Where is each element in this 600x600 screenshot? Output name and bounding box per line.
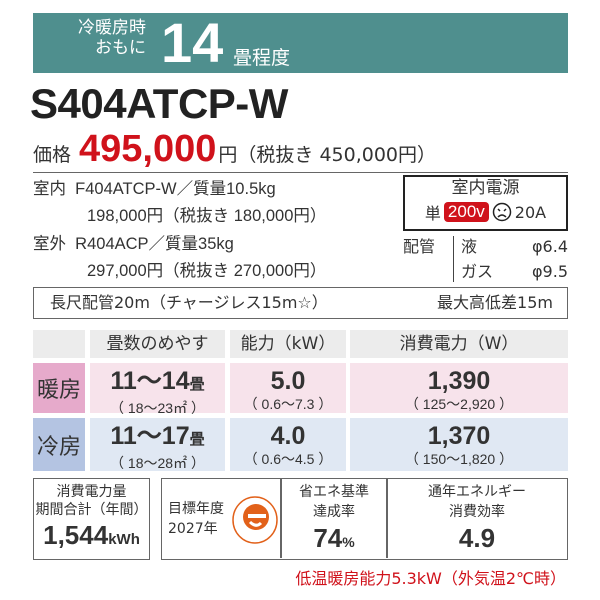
- model-number: S404ATCP-W: [30, 80, 288, 127]
- target-label: 目標年度: [168, 501, 224, 517]
- row-label-heating: 暖房: [33, 363, 85, 413]
- tatami-unit: 畳: [189, 431, 205, 448]
- achieve-value: 74: [313, 523, 343, 553]
- heating-power-value: 1,390: [427, 367, 491, 395]
- heating-capacity-value: 5.0: [270, 367, 306, 395]
- power-title: 室内電源: [451, 178, 520, 198]
- target-year-cell: 目標年度 2027年: [162, 479, 280, 558]
- banner-size: 14: [161, 11, 224, 74]
- apf-label1: 通年エネルギー: [428, 484, 526, 500]
- table-corner: [33, 330, 85, 358]
- annual-unit: kWh: [108, 531, 140, 548]
- heating-area: （ 18～23㎡ ）: [110, 400, 205, 416]
- cooling-capacity-value: 4.0: [270, 422, 306, 450]
- cooling-power-range: （ 150～1,820 ）: [404, 451, 514, 467]
- liquid-label: 液: [461, 237, 478, 256]
- header-power: 消費電力（W）: [350, 330, 568, 358]
- heating-capacity: 5.0 （ 0.6～7.3 ）: [230, 363, 346, 413]
- gas-size: φ9.5: [532, 262, 568, 281]
- heating-capacity-range: （ 0.6～7.3 ）: [243, 396, 333, 412]
- power-current: 20A: [514, 202, 547, 222]
- long-pipe-box: 長尺配管20m（チャージレス15m☆） 最大高低差15m: [33, 287, 568, 319]
- power-phase: 単: [424, 204, 441, 223]
- banner-line2: おもに: [95, 38, 146, 58]
- price-tax-excl: （税抜き 450,000円）: [237, 144, 437, 166]
- long-pipe-text: 長尺配管20m（チャージレス15m☆）: [50, 293, 328, 312]
- e-mark-icon: [232, 496, 278, 544]
- annual-consumption-box: 消費電力量 期間合計（年間） 1,544kWh: [33, 478, 150, 560]
- target-year: 2027年: [168, 521, 218, 537]
- piping-separator: [453, 236, 454, 282]
- liquid-size: φ6.4: [532, 237, 568, 256]
- banner-line1: 冷暖房時: [78, 18, 146, 38]
- cooling-capacity-range: （ 0.6～4.5 ）: [243, 451, 333, 467]
- price-value: 495,000: [79, 128, 217, 170]
- heating-power-range: （ 125～2,920 ）: [404, 396, 514, 412]
- achieve-label2: 達成率: [313, 504, 355, 520]
- heating-tatami: 11～14畳 （ 18～23㎡ ）: [90, 363, 225, 416]
- cooling-power-value: 1,370: [427, 422, 491, 450]
- indoor-power-box: 室内電源 単 200v 20A: [403, 175, 568, 231]
- capacity-banner: 冷暖房時 おもに 14 畳程度: [33, 11, 568, 74]
- apf-label2: 消費効率: [449, 504, 505, 520]
- annual-label1: 消費電力量: [56, 484, 127, 500]
- heating-tatami-value: 11～14: [110, 367, 190, 395]
- row-label-cooling: 冷房: [33, 418, 85, 471]
- power-voltage: 200v: [443, 202, 489, 222]
- achieve-label1: 省エネ基準: [299, 484, 369, 500]
- indoor-spec: 室内 F404ATCP-W／質量10.5kg 198,000円（税抜き 180,…: [33, 176, 326, 230]
- outlet-icon: [492, 202, 512, 222]
- cooling-area: （ 18～28㎡ ）: [110, 455, 205, 471]
- piping-label: 配管: [403, 237, 436, 256]
- divider: [33, 172, 568, 173]
- banner-label: 冷暖房時 おもに: [41, 18, 146, 58]
- energy-box: 目標年度 2027年 省エネ基準 達成率 74% 通年エネルギー 消費効率 4.…: [161, 478, 568, 560]
- low-temp-heating-note: 低温暖房能力5.3kW（外気温2℃時）: [295, 569, 566, 588]
- apf-cell: 通年エネルギー 消費効率 4.9: [387, 479, 567, 558]
- header-tatami: 畳数のめやす: [90, 330, 225, 358]
- banner-unit: 畳程度: [233, 47, 291, 69]
- outdoor-model: R404ACP／質量35kg: [75, 235, 234, 253]
- cooling-capacity: 4.0 （ 0.6～4.5 ）: [230, 418, 346, 471]
- heating-power: 1,390 （ 125～2,920 ）: [350, 363, 568, 413]
- cooling-power: 1,370 （ 150～1,820 ）: [350, 418, 568, 471]
- price-yen: 円: [218, 144, 238, 166]
- gas-label: ガス: [461, 262, 494, 281]
- indoor-model: F404ATCP-W／質量10.5kg: [75, 180, 276, 198]
- divider: [386, 479, 388, 558]
- outdoor-price: 297,000円（税抜き 270,000円）: [87, 262, 327, 280]
- price-label: 価格: [33, 144, 72, 166]
- height-diff-text: 最大高低差15m: [437, 293, 553, 312]
- piping-info: 配管 液 φ6.4 ガス φ9.5: [403, 234, 568, 284]
- achieve-unit: %: [342, 534, 355, 550]
- annual-value: 1,544: [43, 520, 109, 550]
- outdoor-spec: 室外 R404ACP／質量35kg 297,000円（税抜き 270,000円）: [33, 231, 326, 285]
- achievement-cell: 省エネ基準 達成率 74%: [281, 479, 387, 558]
- tatami-unit: 畳: [189, 376, 205, 393]
- indoor-label: 室内: [33, 180, 66, 198]
- divider: [280, 479, 282, 558]
- apf-value: 4.9: [458, 523, 496, 553]
- cooling-tatami: 11～17畳 （ 18～28㎡ ）: [90, 418, 225, 471]
- indoor-price: 198,000円（税抜き 180,000円）: [87, 207, 327, 225]
- outdoor-label: 室外: [33, 235, 66, 253]
- annual-label2: 期間合計（年間）: [35, 502, 148, 518]
- cooling-tatami-value: 11～17: [110, 422, 190, 450]
- price-row: 価格 495,000 円（税抜き 450,000円）: [33, 128, 436, 170]
- header-capacity: 能力（kW）: [230, 330, 346, 358]
